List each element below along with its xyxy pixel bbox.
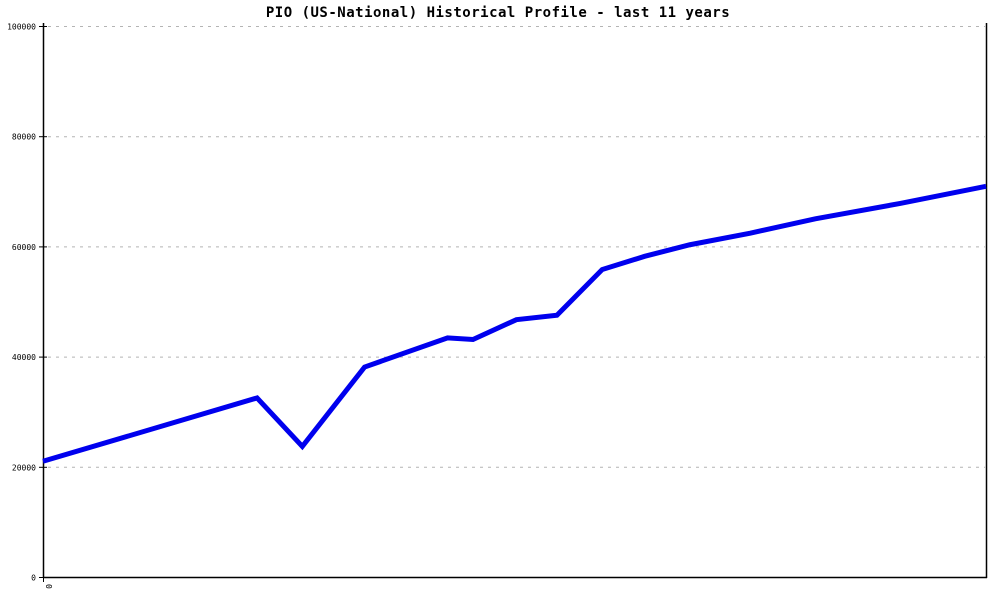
x-tick-label-0: 0 — [44, 584, 53, 589]
y-tick-label-80000: 80000 — [12, 133, 36, 142]
y-tick-label-0: 0 — [31, 574, 36, 583]
series-line-0 — [42, 183, 987, 464]
y-tick-label-100000: 100000 — [7, 23, 36, 32]
y-tick-label-20000: 20000 — [12, 463, 36, 472]
y-tick-label-60000: 60000 — [12, 243, 36, 252]
chart-title: PIO (US-National) Historical Profile - l… — [265, 5, 731, 21]
y-tick-label-40000: 40000 — [12, 353, 36, 362]
